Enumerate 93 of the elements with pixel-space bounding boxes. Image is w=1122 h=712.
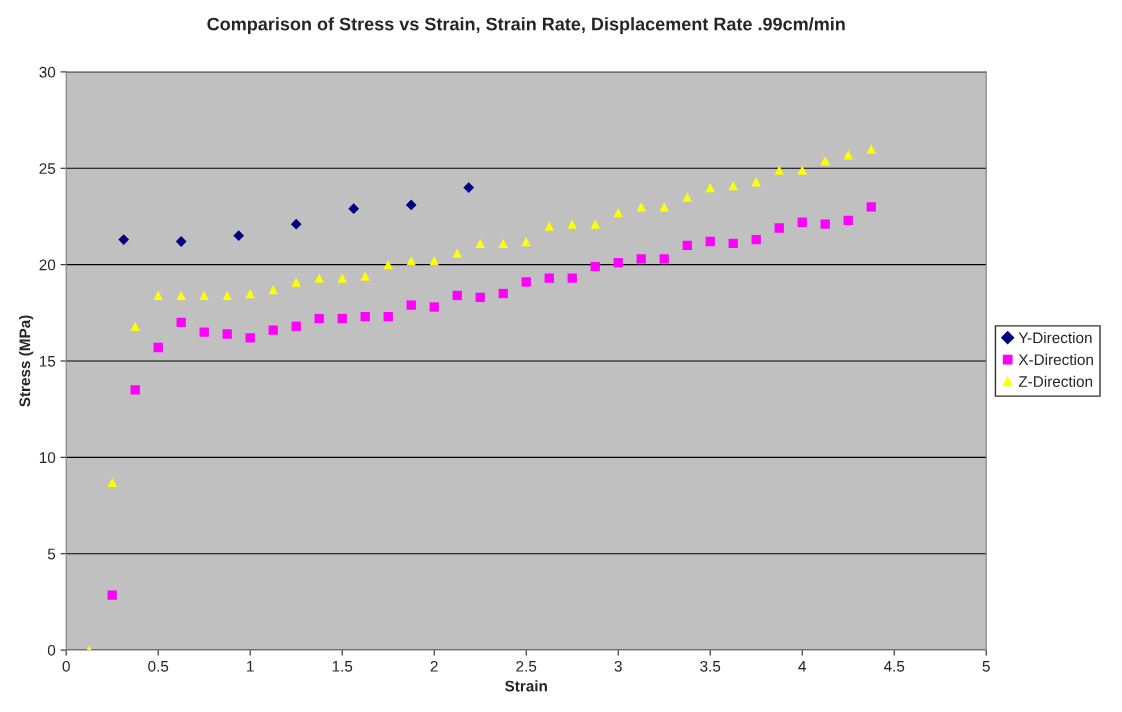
y-tick-label: 25 [39, 163, 56, 174]
point [705, 182, 715, 193]
point [475, 292, 485, 303]
chart-title: Comparison of Stress vs Strain, Strain Rate, Displacement Rate .99cm/min [207, 17, 845, 34]
point [567, 273, 577, 283]
x-tick-label: 3.5 [700, 660, 721, 672]
point [337, 313, 347, 324]
point [682, 240, 692, 251]
point [268, 325, 278, 335]
x-tick-label: 5 [982, 661, 990, 672]
point [429, 302, 439, 312]
y-tick-label: 5 [47, 548, 56, 560]
y-tick-label: 0 [47, 644, 56, 656]
point [774, 165, 784, 175]
y-tick-label: 20 [39, 259, 56, 271]
point [406, 300, 416, 310]
point [383, 312, 393, 322]
point [452, 248, 462, 258]
point [659, 254, 669, 264]
y-tick-label: 10 [39, 452, 56, 464]
point [314, 313, 324, 324]
point [268, 285, 278, 295]
x-tick-label: 0 [62, 660, 70, 672]
point [153, 342, 163, 353]
point [130, 321, 140, 331]
y-axis-title: Stress (MPa) [18, 315, 34, 407]
y-tick-label: 30 [39, 66, 56, 78]
point [130, 385, 140, 395]
point [360, 271, 370, 281]
point [118, 234, 130, 245]
point [245, 288, 255, 299]
legend-label: Z-Direction [1018, 375, 1093, 387]
x-tick-label: 0.5 [148, 660, 169, 672]
point [820, 155, 830, 166]
point [636, 254, 646, 264]
point [107, 477, 117, 488]
point [820, 219, 830, 229]
point [843, 215, 853, 225]
point [199, 327, 209, 337]
point [774, 223, 784, 233]
point [521, 236, 531, 247]
point [866, 144, 876, 154]
point [290, 218, 302, 230]
point [797, 217, 807, 227]
x-tick-label: 2.5 [516, 660, 537, 672]
point [452, 290, 462, 301]
point [728, 238, 738, 249]
legend-label: Y-Direction [1018, 331, 1092, 344]
x-tick-label: 4 [798, 661, 807, 672]
x-tick-label: 1 [247, 661, 254, 672]
point [314, 273, 324, 283]
point [475, 238, 485, 249]
point [199, 290, 209, 301]
point [613, 207, 623, 218]
point [291, 277, 301, 287]
point [866, 202, 876, 212]
point [544, 273, 554, 283]
point [498, 238, 508, 249]
point [222, 290, 232, 301]
point [337, 273, 347, 283]
y-tick-label: 15 [39, 356, 56, 367]
point [291, 321, 301, 331]
point [360, 312, 370, 322]
point [498, 288, 508, 299]
point [245, 333, 255, 343]
point [613, 258, 623, 268]
point [222, 329, 232, 339]
x-tick-label: 3 [614, 660, 622, 672]
point [705, 236, 715, 247]
point [153, 290, 163, 301]
point [383, 259, 393, 270]
point [175, 236, 187, 247]
point [751, 234, 761, 245]
point [233, 230, 245, 242]
point [405, 199, 417, 211]
point [590, 219, 600, 229]
point [544, 221, 554, 231]
x-axis-title: Strain [505, 680, 547, 692]
point [567, 219, 577, 229]
point [176, 290, 186, 301]
point [728, 180, 738, 191]
x-tick-label: 4.5 [883, 661, 905, 672]
legend-label: X-Direction [1018, 353, 1093, 366]
point [590, 261, 600, 272]
point [463, 182, 475, 193]
point [176, 317, 186, 328]
x-tick-label: 2 [430, 660, 438, 672]
point [682, 192, 692, 202]
point [348, 203, 360, 215]
x-tick-label: 1.5 [332, 661, 353, 672]
point [797, 165, 807, 175]
point [521, 277, 531, 287]
point [107, 590, 117, 600]
